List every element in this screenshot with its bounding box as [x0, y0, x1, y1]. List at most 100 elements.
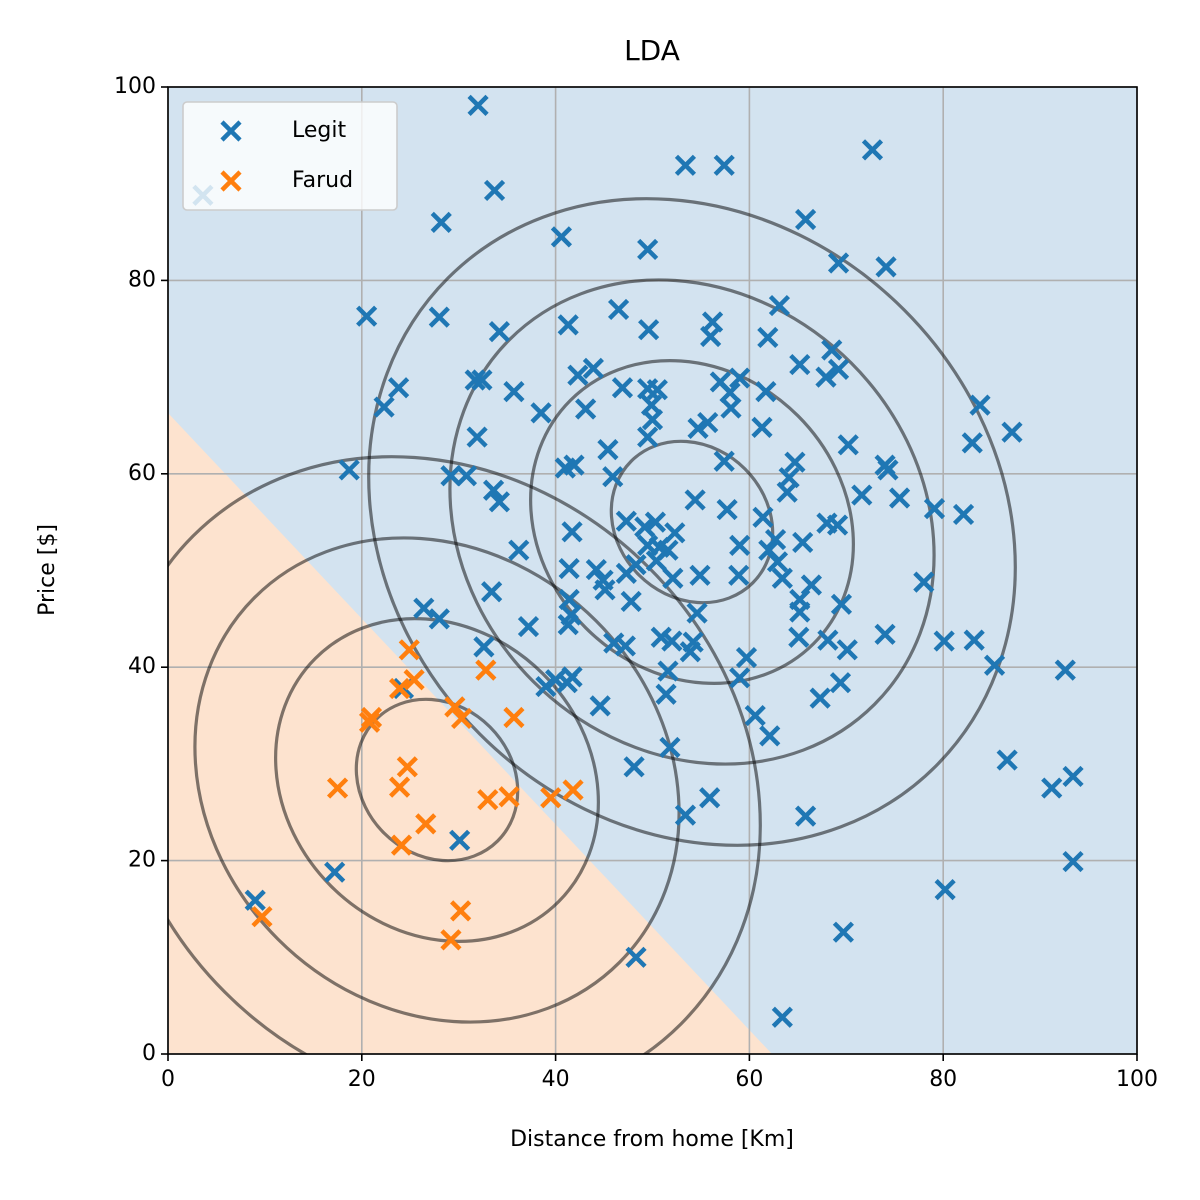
point — [550, 226, 573, 248]
point — [467, 94, 489, 116]
point — [503, 381, 525, 403]
point — [657, 660, 679, 682]
point — [403, 669, 425, 691]
point — [498, 786, 520, 808]
point — [729, 667, 751, 689]
point — [795, 805, 817, 827]
point — [585, 558, 607, 581]
point — [832, 921, 854, 943]
point — [720, 397, 742, 419]
legend-label: Farud — [292, 168, 353, 193]
point — [686, 602, 708, 624]
legend-box — [182, 101, 398, 211]
point — [451, 707, 473, 730]
point — [664, 522, 686, 544]
point — [625, 946, 647, 968]
legend-label: Legit — [292, 118, 346, 143]
point — [390, 834, 413, 856]
point — [1001, 421, 1023, 443]
point — [827, 358, 850, 380]
point — [996, 749, 1018, 771]
point — [466, 426, 488, 448]
point — [923, 498, 946, 520]
point — [815, 366, 837, 388]
point — [875, 256, 897, 278]
point — [755, 381, 777, 403]
chart-title: LDA — [624, 34, 680, 67]
point — [607, 298, 630, 321]
point — [809, 687, 831, 709]
point — [444, 696, 466, 718]
point — [674, 154, 697, 176]
point — [398, 639, 420, 661]
point — [562, 779, 584, 801]
point — [615, 510, 637, 532]
point — [389, 677, 411, 700]
point — [684, 489, 706, 511]
y-tick-label: 60 — [128, 461, 156, 486]
point — [473, 636, 495, 658]
point — [877, 459, 899, 481]
point — [934, 879, 956, 901]
x-tick-label: 100 — [1116, 1067, 1158, 1092]
point — [889, 487, 911, 509]
axes-frame — [167, 86, 1138, 1055]
point — [641, 409, 664, 431]
point — [611, 377, 634, 399]
point — [752, 506, 774, 528]
point — [933, 630, 955, 652]
point — [729, 534, 751, 556]
x-tick-label: 80 — [929, 1067, 957, 1092]
point — [983, 654, 1006, 676]
x-tick-label: 40 — [542, 1067, 570, 1092]
point — [699, 787, 721, 809]
point — [789, 353, 811, 376]
point — [634, 516, 656, 538]
point — [440, 465, 462, 487]
point — [830, 593, 853, 615]
point — [821, 339, 843, 361]
point — [558, 557, 580, 580]
point — [1041, 777, 1063, 799]
point — [430, 211, 452, 233]
point — [768, 294, 791, 317]
point — [759, 725, 781, 747]
point — [700, 325, 722, 348]
point — [1054, 659, 1076, 681]
legend: Legit Farud — [182, 101, 398, 211]
point — [771, 567, 793, 589]
point — [687, 417, 709, 439]
point — [358, 711, 381, 733]
point — [388, 377, 410, 399]
point — [428, 608, 450, 630]
x-tick-label: 20 — [348, 1067, 376, 1092]
point — [836, 639, 858, 661]
point — [729, 367, 751, 389]
point — [508, 539, 530, 561]
x-axis-label: Distance from home [Km] — [510, 1127, 794, 1152]
point — [674, 804, 697, 826]
point — [716, 498, 738, 521]
x-tick-label: 0 — [161, 1067, 175, 1092]
point — [483, 179, 506, 202]
point — [614, 635, 636, 657]
point — [561, 521, 583, 543]
point — [659, 736, 681, 759]
y-tick-label: 40 — [128, 654, 156, 679]
point — [428, 306, 450, 328]
point — [488, 321, 510, 343]
point — [655, 683, 677, 705]
point — [481, 581, 503, 603]
point — [567, 364, 589, 386]
point — [661, 630, 683, 652]
point — [244, 889, 266, 911]
point — [482, 479, 505, 501]
point — [620, 590, 642, 613]
point — [413, 597, 435, 619]
point — [963, 629, 985, 651]
point — [751, 416, 773, 438]
point — [415, 813, 437, 835]
point — [713, 450, 735, 472]
y-axis-label: Price [$] — [35, 524, 60, 616]
